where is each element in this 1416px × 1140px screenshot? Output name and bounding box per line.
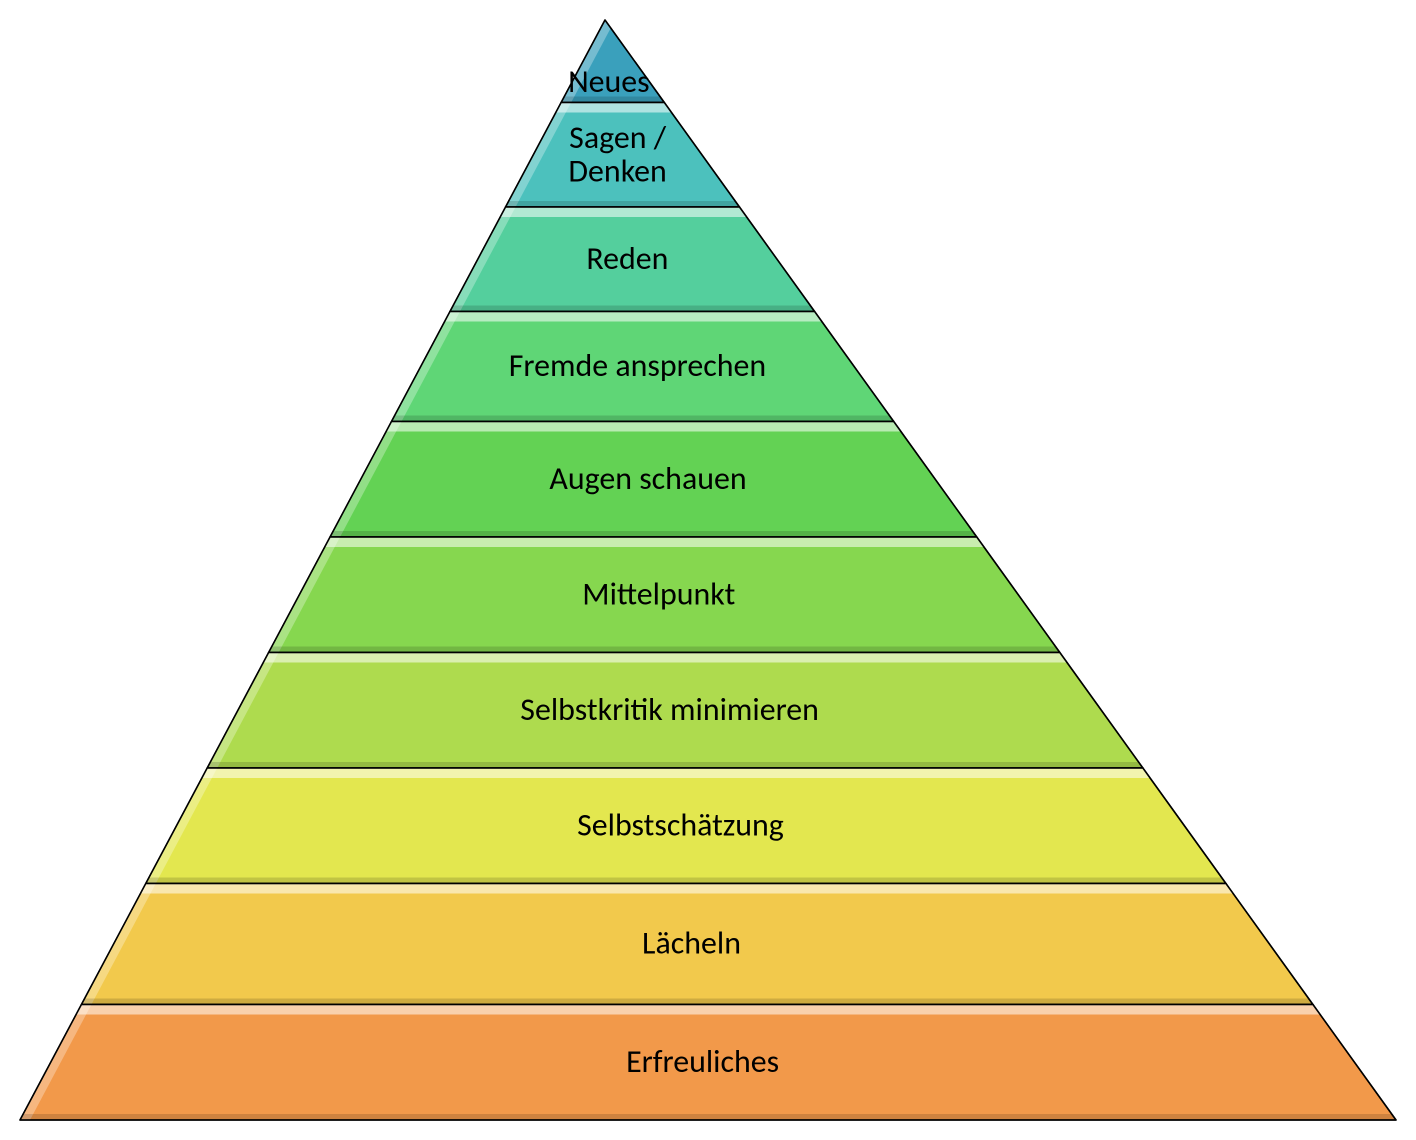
- pyramid-tier-label: Neues: [568, 62, 650, 101]
- pyramid-tier-label: Erfreuliches: [626, 1042, 779, 1081]
- pyramid-tier-label: Selbstkritik minimieren: [520, 690, 819, 729]
- pyramid-tier-label: Fremde ansprechen: [509, 346, 766, 385]
- pyramid-tier: Selbstschätzung: [146, 768, 1226, 884]
- pyramid-tier-label: Reden: [586, 239, 668, 278]
- pyramid-tier-label: Selbstschätzung: [577, 805, 784, 844]
- pyramid-tier-label: Sagen /Denken: [568, 118, 666, 191]
- pyramid-tier-label: Mittelpunkt: [582, 574, 735, 613]
- pyramid-tier: Reden: [450, 207, 815, 312]
- pyramid-tier: Erfreuliches: [20, 1005, 1396, 1121]
- pyramid-tier: Fremde ansprechen: [391, 312, 893, 422]
- pyramid-tier: Mittelpunkt: [269, 537, 1060, 653]
- pyramid-svg: Neues Sagen /Denken Reden Fremde ansprechen…: [0, 0, 1416, 1140]
- pyramid-tier-label: Lächeln: [642, 924, 741, 963]
- pyramid-diagram: Neues Sagen /Denken Reden Fremde ansprechen…: [0, 0, 1416, 1140]
- pyramid-tier: Lächeln: [81, 884, 1313, 1005]
- pyramid-tier: Neues: [561, 20, 664, 103]
- pyramid-tier: Selbstkritik minimieren: [207, 653, 1143, 769]
- pyramid-tier-label: Augen schauen: [549, 459, 746, 498]
- pyramid-tier: Sagen /Denken: [506, 103, 740, 208]
- pyramid-tier: Augen schauen: [330, 422, 977, 538]
